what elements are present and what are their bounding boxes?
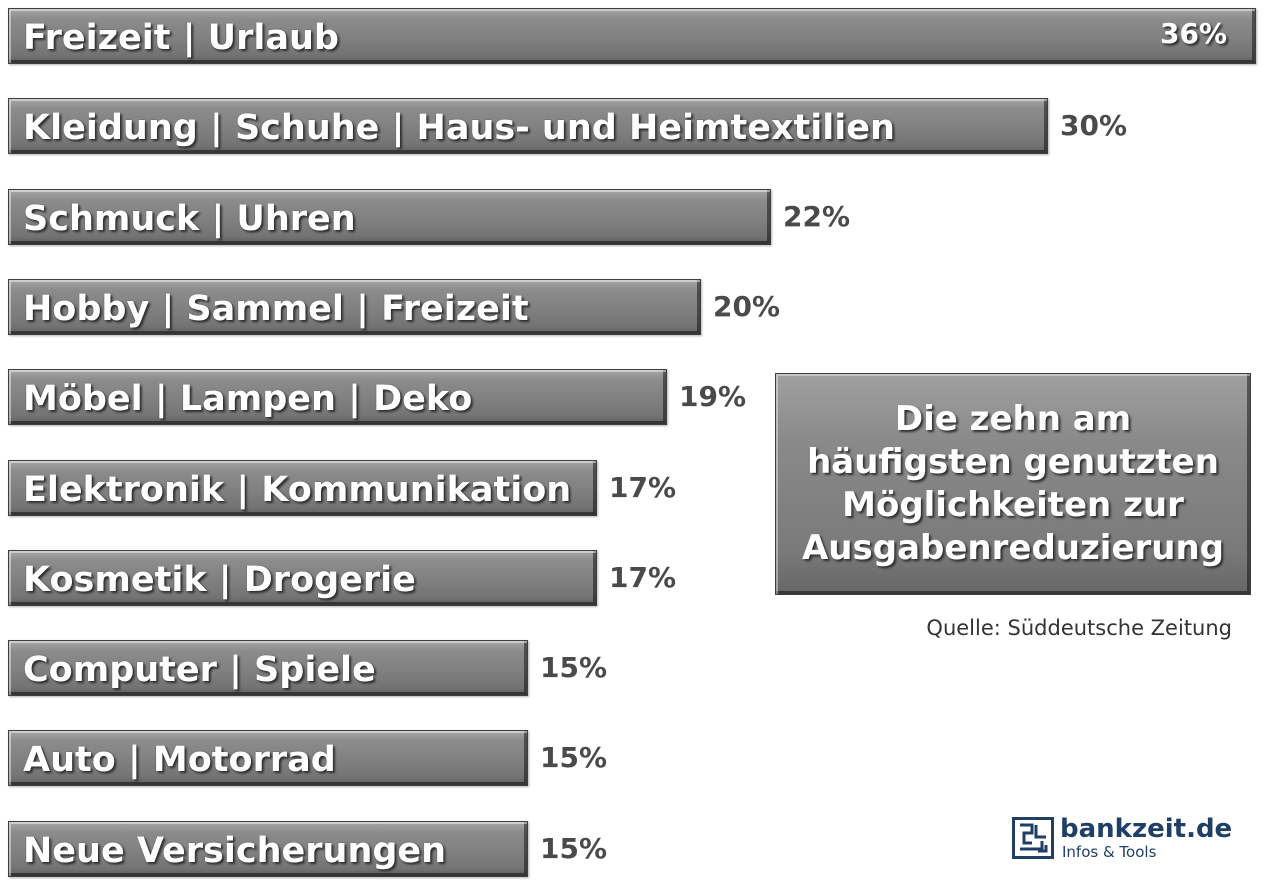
bar-label-4: Hobby | Sammel | Freizeit — [23, 289, 529, 329]
bar-10: Neue Versicherungen — [8, 821, 528, 877]
bar-8: Computer | Spiele — [8, 640, 528, 696]
bar-value-5: 19% — [679, 380, 747, 413]
brand-name: bankzeit.de — [1060, 814, 1233, 844]
bar-value-1: 36% — [1160, 17, 1228, 50]
bar-label-6: Elektronik | Kommunikation — [23, 470, 572, 510]
bar-value-8: 15% — [540, 651, 608, 684]
bar-3: Schmuck | Uhren — [8, 189, 771, 245]
bar-label-1: Freizeit | Urlaub — [23, 18, 339, 58]
brand-tagline: Infos & Tools — [1062, 843, 1157, 861]
bar-value-9: 15% — [540, 741, 608, 774]
bar-value-7: 17% — [609, 561, 677, 594]
bar-value-10: 15% — [540, 832, 608, 865]
maze-logo-icon — [1012, 817, 1054, 859]
brand-logo: bankzeit.de Infos & Tools — [1012, 814, 1237, 864]
bar-7: Kosmetik | Drogerie — [8, 550, 597, 606]
bar-value-3: 22% — [783, 200, 851, 233]
bar-2: Kleidung | Schuhe | Haus- und Heimtextil… — [8, 98, 1048, 154]
bar-label-8: Computer | Spiele — [23, 650, 376, 690]
bar-label-5: Möbel | Lampen | Deko — [23, 379, 473, 419]
chart-title: Die zehn am häufigsten genutzten Möglich… — [801, 399, 1225, 568]
bar-value-6: 17% — [609, 471, 677, 504]
chart-title-box: Die zehn am häufigsten genutzten Möglich… — [775, 373, 1251, 595]
bar-5: Möbel | Lampen | Deko — [8, 369, 667, 425]
bar-1: Freizeit | Urlaub — [8, 8, 1256, 64]
bar-4: Hobby | Sammel | Freizeit — [8, 279, 701, 335]
bar-6: Elektronik | Kommunikation — [8, 460, 597, 516]
bar-value-4: 20% — [713, 290, 781, 323]
bar-label-7: Kosmetik | Drogerie — [23, 560, 416, 600]
bar-label-2: Kleidung | Schuhe | Haus- und Heimtextil… — [23, 108, 895, 148]
chart-source: Quelle: Süddeutsche Zeitung — [926, 616, 1232, 640]
bar-9: Auto | Motorrad — [8, 730, 528, 786]
bar-label-9: Auto | Motorrad — [23, 740, 336, 780]
bar-label-10: Neue Versicherungen — [23, 831, 447, 871]
bar-label-3: Schmuck | Uhren — [23, 199, 356, 239]
bar-value-2: 30% — [1060, 109, 1128, 142]
